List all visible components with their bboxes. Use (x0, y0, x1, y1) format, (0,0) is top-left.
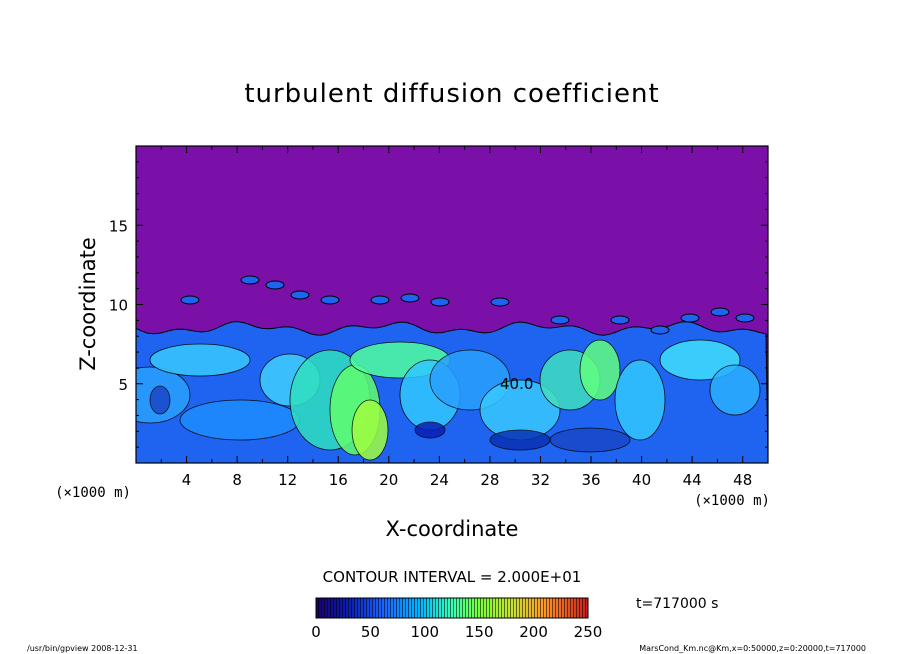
colorbar-tick-label: 50 (361, 623, 380, 641)
eddy (290, 290, 310, 300)
colorbar-tick-label: 150 (465, 623, 494, 641)
footer-right: MarsCond_Km.nc@Km,x=0:50000,z=0:20000,t=… (639, 644, 866, 653)
y-tick-label: 10 (109, 297, 128, 315)
eddy (400, 293, 420, 303)
colorbar-tick-label: 100 (410, 623, 439, 641)
x-tick-label: 44 (683, 471, 702, 489)
x-tick-label: 20 (379, 471, 398, 489)
x-tick-label: 12 (278, 471, 297, 489)
plot-area (136, 146, 768, 463)
y-axis-label: Z-coordinate (76, 237, 100, 371)
turbulence-blob (489, 429, 551, 451)
colorbar-tick-label: 0 (311, 623, 321, 641)
footer-left: /usr/bin/gpview 2008-12-31 (27, 644, 138, 653)
x-axis-label: X-coordinate (386, 517, 519, 541)
x-tick-label: 48 (733, 471, 752, 489)
eddy (680, 313, 700, 323)
eddy (180, 295, 200, 305)
colorbar: 0 50 100 150 200 250 (311, 597, 602, 641)
y-axis-unit: (×1000 m) (55, 485, 131, 501)
x-tick-label: 40 (632, 471, 651, 489)
turbulence-blob (149, 343, 251, 377)
x-tick-label: 24 (430, 471, 449, 489)
eddy (650, 325, 670, 335)
x-tick-label: 4 (182, 471, 192, 489)
x-tick-label: 32 (531, 471, 550, 489)
eddy (265, 280, 285, 290)
eddy (240, 275, 260, 285)
y-tick-label: 5 (118, 376, 128, 394)
turbulence-blob (414, 421, 446, 439)
heatmap-field (136, 275, 768, 463)
contour-interval-label: CONTOUR INTERVAL = 2.000E+01 (323, 568, 582, 586)
x-tick-label: 8 (232, 471, 242, 489)
colorbar-stripes (316, 598, 588, 618)
eddy (490, 297, 510, 307)
eddy (710, 307, 730, 317)
x-tick-label: 28 (480, 471, 499, 489)
colorbar-tick-label: 200 (519, 623, 548, 641)
chart-title: turbulent diffusion coefficient (244, 79, 659, 109)
x-axis-ticks: 4 8 12 16 20 24 28 32 36 40 44 48 (160, 146, 752, 489)
turbulence-blob (351, 399, 389, 461)
eddy (735, 313, 755, 323)
contour-value-label: 40.0 (500, 375, 533, 393)
eddy (370, 295, 390, 305)
eddy (610, 315, 630, 325)
turbulence-blob (614, 359, 666, 441)
colorbar-tick-label: 250 (574, 623, 603, 641)
turbulence-blob (549, 427, 631, 453)
turbulence-blob (179, 399, 301, 441)
turbulence-blob (579, 339, 621, 401)
x-axis-unit: (×1000 m) (694, 493, 770, 509)
colorbar-ticks: 0 50 100 150 200 250 (311, 623, 602, 641)
y-axis-ticks: 5 10 15 (109, 161, 768, 448)
turbulence-blob (709, 364, 761, 416)
eddy (430, 297, 450, 307)
turbulence-blob (149, 385, 171, 415)
y-tick-label: 15 (109, 217, 128, 235)
x-tick-label: 16 (329, 471, 348, 489)
eddy (550, 315, 570, 325)
x-tick-label: 36 (581, 471, 600, 489)
time-label: t=717000 s (636, 596, 718, 612)
colorbar-frame (315, 597, 589, 619)
eddy (320, 295, 340, 305)
